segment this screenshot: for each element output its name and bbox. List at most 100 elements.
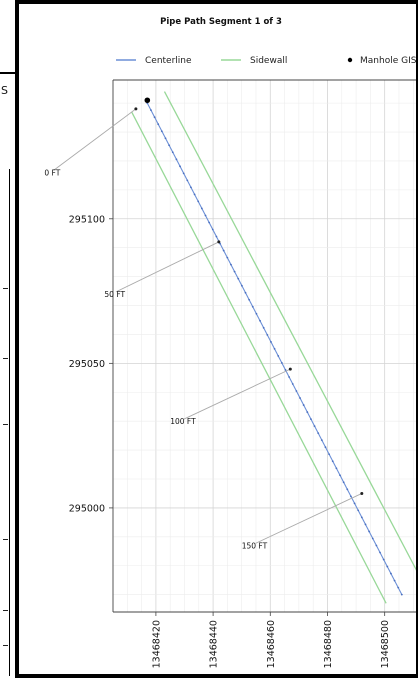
centerline-point: [168, 144, 171, 147]
centerline-point: [240, 284, 243, 287]
annotation-arrowhead: [217, 240, 221, 244]
centerline-point: [397, 586, 400, 589]
centerline-point: [342, 481, 345, 484]
x-tick-label: 13468460: [266, 620, 277, 668]
centerline-point: [280, 362, 283, 364]
centerline-point: [230, 263, 232, 266]
centerline-point: [233, 270, 236, 273]
centerline-point: [160, 130, 163, 133]
centerline-point: [306, 411, 309, 413]
centerline-point: [390, 572, 392, 575]
centerline-point: [317, 432, 320, 435]
manhole-marker: [144, 97, 151, 104]
annotation-arrow: [255, 493, 362, 544]
annotation-arrowhead: [360, 491, 364, 495]
centerline-point: [328, 453, 331, 456]
centerline-point: [182, 172, 185, 175]
x-tick-label: 13468420: [151, 620, 162, 668]
centerline-point: [364, 523, 367, 526]
centerline-point: [371, 537, 374, 540]
centerline-point: [193, 193, 196, 196]
centerline-point: [360, 516, 363, 519]
chart-canvas: Pipe Path Segment 1 of 3 Centerline Sidewa…: [44, 17, 417, 668]
annotation-label: 150 FT: [242, 541, 268, 550]
centerline-point: [164, 137, 167, 140]
annotation-arrowhead: [134, 107, 138, 111]
centerline-point: [244, 291, 247, 294]
centerline-point: [237, 277, 240, 280]
centerline-point: [215, 235, 218, 238]
centerline-point: [382, 558, 385, 561]
x-tick-label: 13468480: [323, 620, 334, 668]
legend-entry-0: Centerline: [145, 56, 192, 66]
background-tick: [3, 358, 8, 359]
centerline-point: [400, 593, 403, 596]
annotation-arrowhead: [288, 367, 292, 371]
background-tick: [3, 539, 8, 540]
background-tick: [3, 610, 8, 611]
x-tick-label: 13468440: [209, 620, 220, 668]
centerline-point: [190, 186, 192, 189]
series-line-sidewall-2: [163, 91, 416, 571]
annotation-arrow: [183, 368, 291, 420]
centerline-point: [353, 502, 356, 505]
centerline-point: [375, 544, 378, 547]
annotation-arrow: [53, 108, 137, 171]
background-axis-line: [0, 169, 10, 676]
centerline-point: [197, 200, 200, 203]
centerline-point: [262, 326, 265, 329]
x-tick-label: 13468500: [380, 620, 391, 668]
centerline-point: [331, 460, 334, 463]
y-tick-label: 295000: [69, 503, 105, 514]
series-line-sidewall-1: [131, 111, 387, 604]
centerline-point: [357, 509, 360, 512]
centerline-point: [255, 312, 258, 315]
centerline-point: [259, 319, 261, 322]
centerline-point: [313, 425, 316, 428]
centerline-point: [266, 333, 269, 336]
centerline-point: [248, 298, 251, 301]
centerline-point: [171, 151, 174, 154]
centerline-point: [346, 488, 349, 491]
centerline-point: [186, 179, 189, 182]
legend-entry-1: Sidewall: [250, 56, 287, 66]
centerline-point: [222, 249, 225, 252]
centerline-point: [310, 418, 312, 421]
centerline-point: [153, 116, 156, 119]
centerline-point: [291, 383, 294, 385]
centerline-point: [288, 376, 291, 378]
centerline-point: [211, 228, 214, 231]
centerline-point: [350, 495, 352, 498]
centerline-point: [270, 340, 272, 343]
centerline-point: [295, 390, 298, 392]
y-tick-label: 295050: [69, 359, 105, 370]
centerline-point: [150, 109, 152, 112]
centerline-point: [200, 207, 203, 210]
legend-swatch-2: [347, 57, 353, 63]
centerline-point: [226, 256, 229, 259]
centerline-point: [320, 439, 323, 442]
centerline-point: [386, 565, 389, 568]
centerline-point: [204, 214, 207, 217]
centerline-point: [379, 551, 381, 554]
legend-entry-2: Manhole GIS: [360, 56, 417, 66]
centerline-point: [284, 369, 287, 371]
centerline-point: [324, 446, 327, 449]
background-tick: [3, 424, 8, 425]
annotation-label: 50 FT: [104, 290, 125, 299]
centerline-point: [175, 158, 178, 161]
centerline-point: [157, 123, 160, 126]
chart-window[interactable]: Pipe Path Segment 1 of 3 Centerline Sidewa…: [15, 0, 418, 678]
annotation-arrow: [115, 241, 220, 293]
annotation-label: 0 FT: [44, 168, 60, 177]
centerline-point: [393, 579, 396, 582]
centerline-point: [277, 355, 280, 357]
centerline-point: [273, 347, 276, 350]
centerline-point: [299, 397, 301, 399]
centerline-point: [368, 530, 371, 533]
centerline-point: [339, 474, 341, 477]
background-tick: [3, 645, 8, 646]
y-tick-label: 295100: [69, 214, 105, 225]
centerline-point: [251, 305, 254, 308]
background-window-text: S: [1, 84, 8, 97]
